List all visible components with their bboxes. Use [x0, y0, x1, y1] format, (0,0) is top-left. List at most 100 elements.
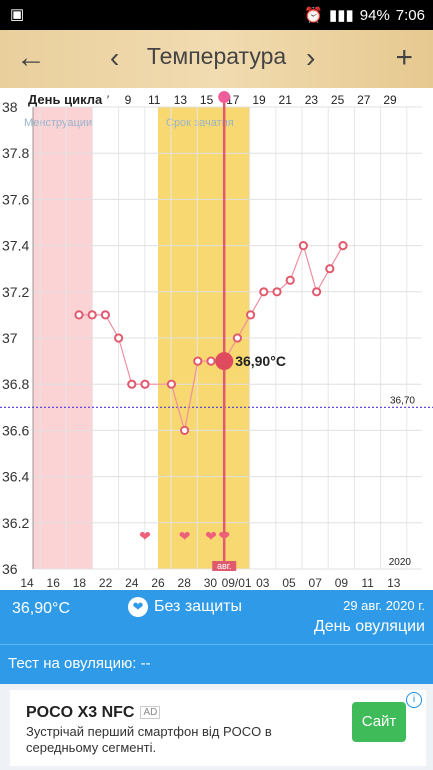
- ovulation-status: День овуляции: [313, 618, 425, 635]
- cycle-day-tick: 13: [174, 93, 188, 107]
- status-bar: ▣ ⏰ ▮▮▮ 94% 7:06: [0, 0, 433, 30]
- alarm-icon: ⏰: [304, 7, 323, 24]
- back-button[interactable]: ←: [16, 41, 46, 74]
- data-point: [114, 333, 124, 343]
- menstruation-band-label: Менструации: [24, 117, 92, 129]
- selected-data-point: [215, 352, 234, 371]
- date-tick-label: 22: [99, 576, 113, 590]
- data-point: [127, 379, 137, 389]
- data-point: [246, 310, 256, 320]
- selected-day-marker: [218, 91, 231, 103]
- year-label: 2020: [389, 557, 412, 568]
- protection-status[interactable]: ❤ Без защиты: [128, 597, 242, 617]
- series-line: [289, 245, 304, 281]
- data-point: [206, 356, 216, 366]
- ad-badge: AD: [140, 706, 161, 720]
- data-point: [232, 333, 242, 343]
- cycle-day-tick: 27: [357, 93, 371, 107]
- data-point: [140, 379, 150, 389]
- series-line: [184, 360, 199, 431]
- temperature-chart[interactable]: Менструации Срок зачатия 38 37.8 37.6 37.4 37.…: [0, 88, 433, 590]
- date-tick-label: 03: [256, 576, 270, 590]
- date-tick-label: 13: [387, 576, 401, 590]
- intercourse-heart-icon: ❤: [179, 528, 191, 544]
- ad-title-row: POCO X3 NFC AD: [26, 704, 161, 722]
- ovulation-test-row[interactable]: Тест на овуляцию: --: [0, 644, 433, 685]
- y-tick-label: 36.2: [2, 515, 29, 531]
- date-tick-label: 30: [204, 576, 218, 590]
- add-button[interactable]: +: [395, 41, 413, 74]
- date-tick-label: 18: [73, 576, 87, 590]
- month-label: авг.: [217, 561, 231, 571]
- prev-chart-button[interactable]: ‹: [110, 42, 120, 73]
- data-point: [298, 241, 308, 251]
- y-tick-label: 38: [2, 99, 18, 115]
- cycle-day-tick: 23: [305, 93, 319, 107]
- date-tick-label: 16: [47, 576, 61, 590]
- cycle-day-tick: 15: [200, 93, 214, 107]
- y-tick-label: 37.2: [2, 284, 29, 300]
- heart-icon: ❤: [128, 597, 148, 617]
- selected-day-panel: 36,90°C ❤ Без защиты 29 авг. 2020 г. Ден…: [0, 590, 433, 644]
- date-tick-label: 09/01: [222, 576, 252, 590]
- ad-title: POCO X3 NFC: [26, 704, 135, 721]
- y-tick-label: 36: [2, 561, 18, 577]
- next-chart-button[interactable]: ›: [306, 42, 316, 73]
- data-point: [180, 425, 190, 435]
- ad-cta-button[interactable]: Сайт: [352, 702, 406, 742]
- ad-card[interactable]: POCO X3 NFC AD Зустрічай перший смартфон …: [10, 690, 426, 766]
- cycle-day-tick: 9: [125, 93, 132, 107]
- data-point: [74, 310, 84, 320]
- signal-icon: ▮▮▮: [329, 7, 354, 24]
- ad-banner[interactable]: POCO X3 NFC AD Зустрічай перший смартфон …: [0, 684, 433, 770]
- data-point: [312, 287, 322, 297]
- data-point: [338, 241, 348, 251]
- cycle-day-tick: 29: [383, 93, 397, 107]
- series-line: [118, 337, 133, 385]
- intercourse-heart-icon: ❤: [218, 528, 230, 544]
- y-tick-label: 37: [2, 330, 18, 346]
- selected-value-label: 36,90°C: [235, 353, 286, 369]
- date-tick-label: 07: [309, 576, 323, 590]
- intercourse-heart-icon: ❤: [205, 528, 217, 544]
- data-point: [272, 287, 282, 297]
- data-point: [193, 356, 203, 366]
- date-tick-label: 26: [151, 576, 165, 590]
- data-point: [166, 379, 176, 389]
- data-point: [285, 275, 295, 285]
- cycle-day-tick: 19: [252, 93, 266, 107]
- date-tick-label: 14: [20, 576, 34, 590]
- y-tick-label: 37.4: [2, 238, 29, 254]
- selected-date: 29 авг. 2020 г.: [343, 598, 425, 613]
- date-tick-label: 05: [282, 576, 296, 590]
- ad-body: Зустрічай перший смартфон від POCO в сер…: [26, 724, 272, 755]
- coverline-label: 36,70: [390, 395, 415, 406]
- page-title: Температура: [146, 43, 287, 69]
- toolbar: ← ‹ Температура › +: [0, 30, 433, 88]
- y-tick-label: 36.4: [2, 469, 29, 485]
- date-tick-label: 24: [125, 576, 139, 590]
- clock: 7:06: [395, 6, 425, 24]
- cycle-day-label: День цикла: [28, 92, 103, 107]
- cycle-day-tick: 11: [148, 93, 161, 107]
- ovulation-test-label: Тест на овуляцию: --: [8, 655, 151, 672]
- info-icon[interactable]: i: [406, 692, 422, 708]
- series-line: [302, 245, 318, 292]
- month-marker: [212, 561, 237, 571]
- data-point: [87, 310, 97, 320]
- date-tick-label: 11: [361, 576, 374, 590]
- y-tick-label: 36.8: [2, 376, 29, 392]
- y-tick-label: 37.6: [2, 191, 29, 207]
- y-tick-label: 36.6: [2, 422, 29, 438]
- fertile-band-label: Срок зачатия: [166, 117, 234, 129]
- gallery-icon: ▣: [10, 6, 25, 23]
- cycle-day-tick: 21: [279, 93, 293, 107]
- data-point: [325, 264, 335, 274]
- data-point: [259, 287, 269, 297]
- y-tick-label: 37.8: [2, 145, 29, 161]
- date-tick-label: 09: [335, 576, 349, 590]
- battery-level: 94%: [359, 6, 390, 24]
- protection-label: Без защиты: [154, 598, 242, 615]
- data-point: [100, 310, 111, 320]
- intercourse-heart-icon: ❤: [139, 528, 151, 544]
